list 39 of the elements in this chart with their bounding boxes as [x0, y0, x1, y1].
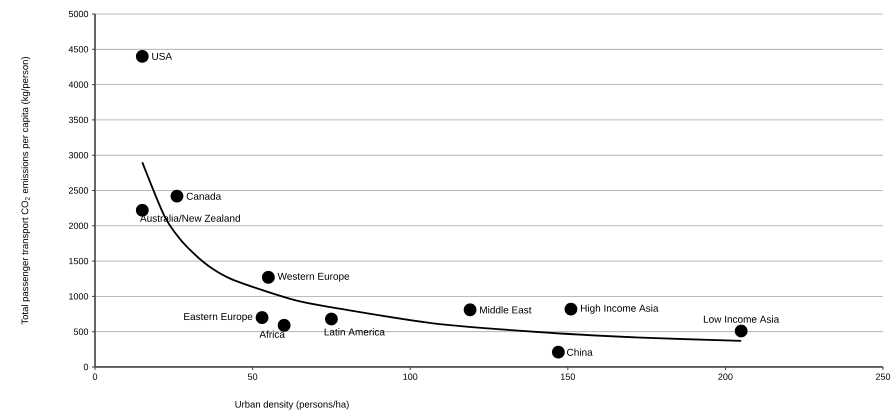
- y-tick-label: 3500: [68, 116, 88, 124]
- point: [325, 312, 338, 326]
- x-tick-label: 150: [560, 374, 575, 380]
- y-tick-label: 2000: [68, 222, 88, 229]
- annotation: China: [567, 348, 593, 356]
- point: [464, 303, 476, 316]
- annotation: High Income Asia: [580, 304, 659, 314]
- x-tick-label: 200: [718, 374, 733, 380]
- y-tick-label: 4500: [68, 46, 88, 52]
- point: [262, 270, 275, 284]
- y-tick-label: 500: [74, 328, 88, 335]
- y-tick-label: 0: [84, 364, 88, 370]
- point: [136, 50, 149, 63]
- annotation: Middle East: [480, 306, 532, 314]
- point: [552, 346, 565, 359]
- annotation: Low Income Asia: [704, 315, 780, 323]
- point: [734, 324, 748, 338]
- y-tick-label: 1500: [69, 258, 88, 264]
- x-axis-title: Urban density (persons/ha): [235, 400, 349, 410]
- annotation: Africa: [259, 330, 285, 338]
- x-tick-label: 0: [92, 374, 98, 380]
- y-tick-label: 3000: [68, 152, 88, 158]
- point: [278, 318, 291, 332]
- annotation: Canada: [186, 192, 222, 200]
- y-tick-label: 2500: [68, 187, 88, 194]
- annotation: Eastern Europe: [184, 313, 252, 322]
- point: [564, 302, 578, 316]
- y-tick-label: 5000: [68, 10, 88, 18]
- x-tick-label: 100: [403, 374, 418, 380]
- point: [170, 190, 184, 203]
- point: [256, 311, 268, 324]
- y-axis-title: Total passenger transport CO$_{2}$ emissions per capita (kg/person): [21, 57, 30, 324]
- annotation: USA: [152, 52, 172, 60]
- x-tick-label: 50: [248, 374, 258, 380]
- x-tick-label: 250: [876, 374, 890, 380]
- annotation: Latin America: [324, 328, 385, 336]
- annotation: Western Europe: [278, 272, 350, 282]
- y-tick-label: 4000: [68, 81, 88, 88]
- y-tick-label: 1000: [69, 293, 88, 300]
